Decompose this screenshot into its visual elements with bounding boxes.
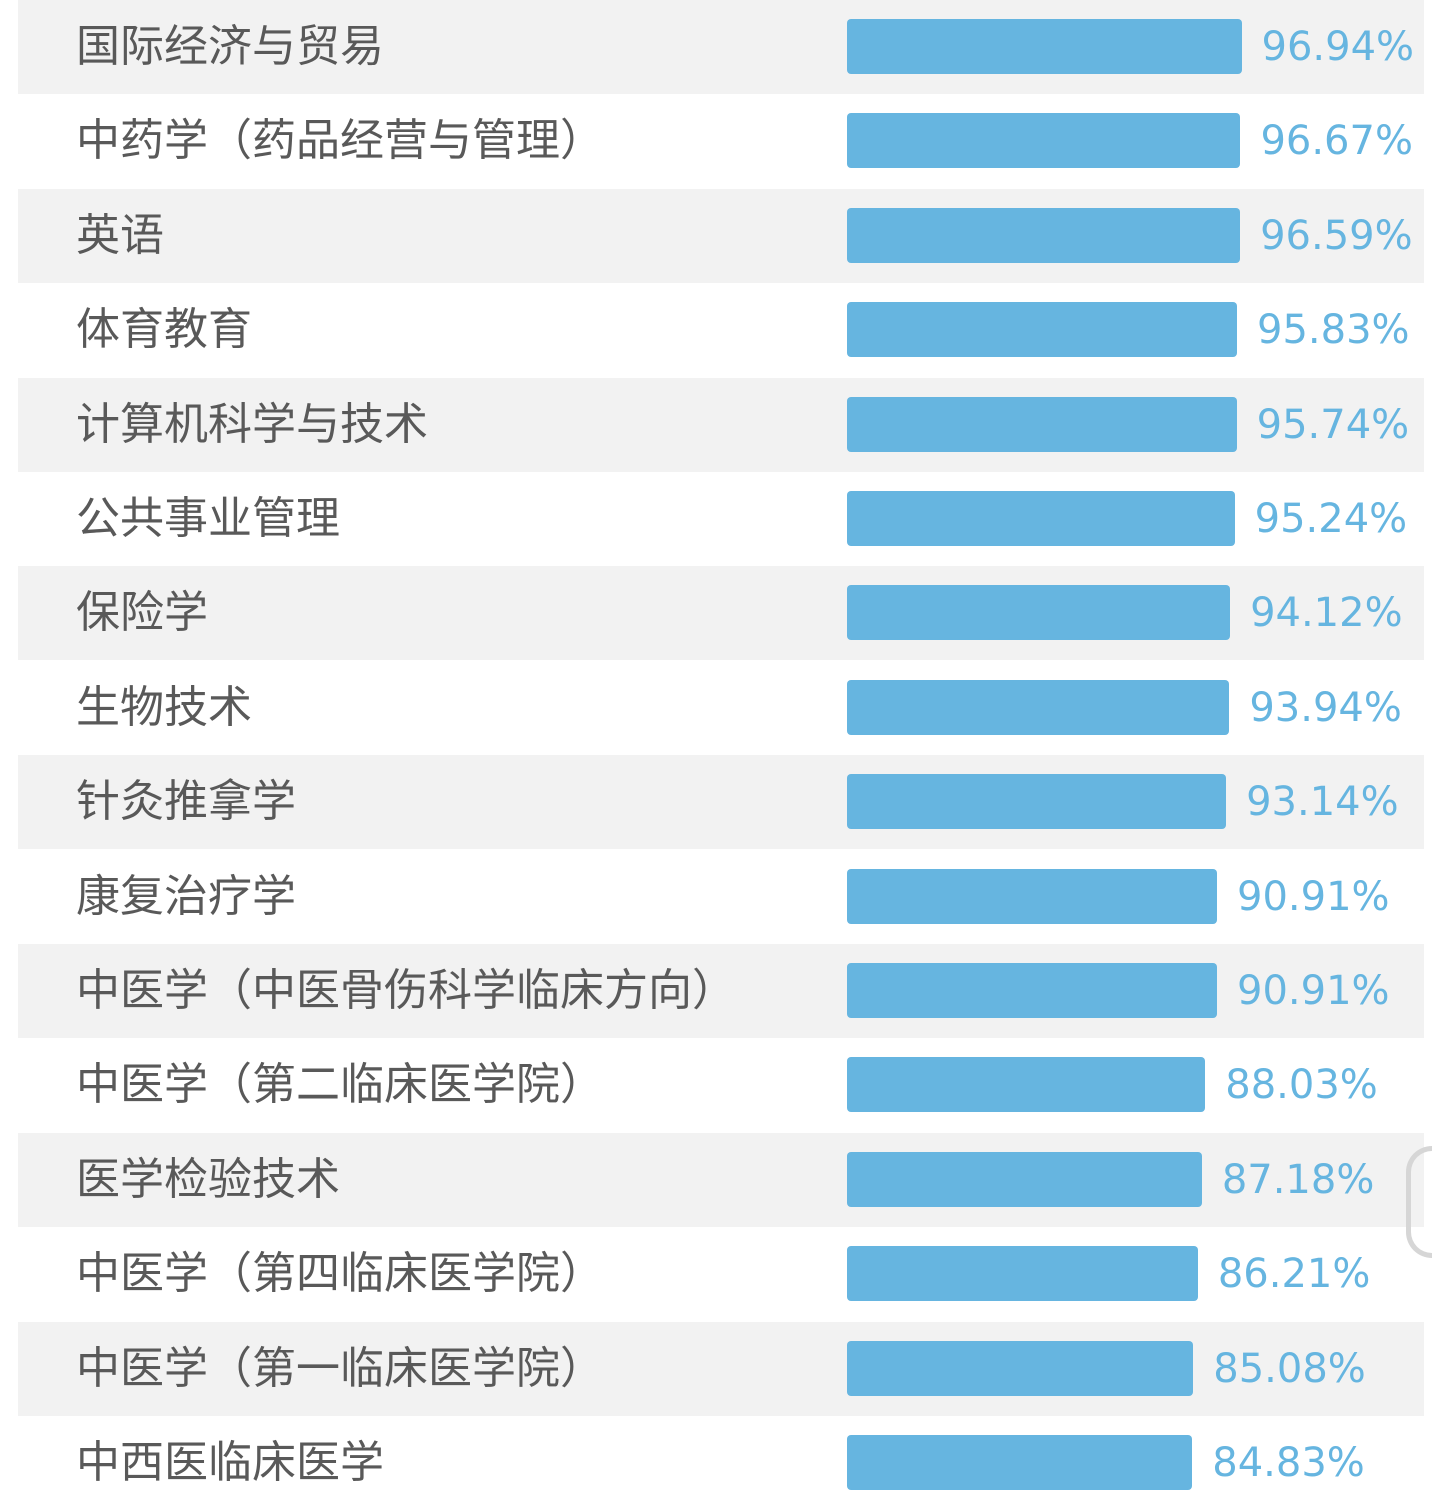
chart-row: 计算机科学与技术 95.74% [18, 377, 1424, 472]
chart-row: 中医学（中医骨伤科学临床方向） 90.91% [18, 944, 1424, 1038]
chart-row: 康复治疗学 90.91% [18, 850, 1424, 944]
bar [847, 679, 1230, 735]
category-label: 中西医临床医学 [76, 1437, 384, 1488]
chart-row: 中医学（第一临床医学院） 85.08% [18, 1321, 1424, 1416]
category-label: 中医学（第四临床医学院） [76, 1248, 604, 1300]
chart-row: 中医学（第四临床医学院） 86.21% [18, 1227, 1424, 1321]
value-label: 85.08% [1213, 1345, 1366, 1392]
category-label: 中医学（中医骨伤科学临床方向） [76, 965, 736, 1016]
value-label: 86.21% [1217, 1251, 1371, 1298]
category-label: 英语 [76, 209, 164, 261]
category-label: 康复治疗学 [76, 870, 296, 922]
chart-row: 生物技术 93.94% [18, 661, 1424, 755]
value-label: 90.91% [1237, 968, 1390, 1014]
value-label: 96.67% [1260, 118, 1413, 165]
chart-row: 医学检验技术 87.18% [18, 1132, 1424, 1227]
value-label: 93.94% [1249, 684, 1402, 731]
category-label: 国际经济与贸易 [76, 21, 384, 72]
value-label: 95.83% [1257, 307, 1410, 354]
value-label: 93.14% [1246, 779, 1399, 826]
bar [847, 302, 1238, 358]
bar [847, 963, 1217, 1018]
category-label: 保险学 [76, 587, 208, 639]
category-label: 针灸推拿学 [76, 776, 296, 828]
category-label: 医学检验技术 [76, 1153, 340, 1205]
value-label: 94.12% [1250, 590, 1403, 637]
value-label: 84.83% [1212, 1440, 1365, 1486]
value-label: 96.94% [1261, 24, 1415, 70]
category-label: 生物技术 [76, 681, 252, 733]
chart-row: 中医学（第二临床医学院） 88.03% [18, 1038, 1424, 1132]
category-label: 中药学（药品经营与管理） [76, 115, 604, 167]
chart-row: 国际经济与贸易 96.94% [18, 0, 1424, 94]
bar [847, 19, 1242, 74]
bar [847, 1151, 1202, 1207]
bar [847, 585, 1231, 641]
chart-row: 体育教育 95.83% [18, 283, 1424, 377]
category-label: 体育教育 [76, 304, 252, 356]
value-label: 87.18% [1221, 1156, 1375, 1203]
bar [847, 774, 1227, 830]
scroll-handle[interactable] [1406, 1146, 1432, 1258]
chart-row: 针灸推拿学 93.14% [18, 755, 1424, 850]
value-label: 95.24% [1254, 496, 1408, 542]
category-label: 计算机科学与技术 [76, 398, 428, 450]
category-label: 中医学（第二临床医学院） [76, 1059, 604, 1111]
category-label: 中医学（第一临床医学院） [76, 1342, 604, 1394]
bar [847, 1246, 1198, 1302]
bar [847, 207, 1241, 263]
bar [847, 1057, 1206, 1113]
value-label: 95.74% [1256, 401, 1410, 448]
chart-row: 中西医临床医学 84.83% [18, 1416, 1424, 1510]
bar [847, 868, 1217, 924]
chart-row: 中药学（药品经营与管理） 96.67% [18, 94, 1424, 188]
bar [847, 491, 1235, 546]
chart-row: 英语 96.59% [18, 188, 1424, 283]
value-label: 96.59% [1260, 212, 1413, 259]
bar [847, 1435, 1193, 1490]
bar [847, 396, 1237, 452]
category-label: 公共事业管理 [76, 493, 340, 544]
chart-row: 公共事业管理 95.24% [18, 472, 1424, 566]
chart-row: 保险学 94.12% [18, 566, 1424, 661]
value-label: 90.91% [1237, 873, 1390, 920]
bar [847, 1340, 1194, 1396]
value-label: 88.03% [1225, 1062, 1378, 1109]
bar [847, 113, 1241, 169]
